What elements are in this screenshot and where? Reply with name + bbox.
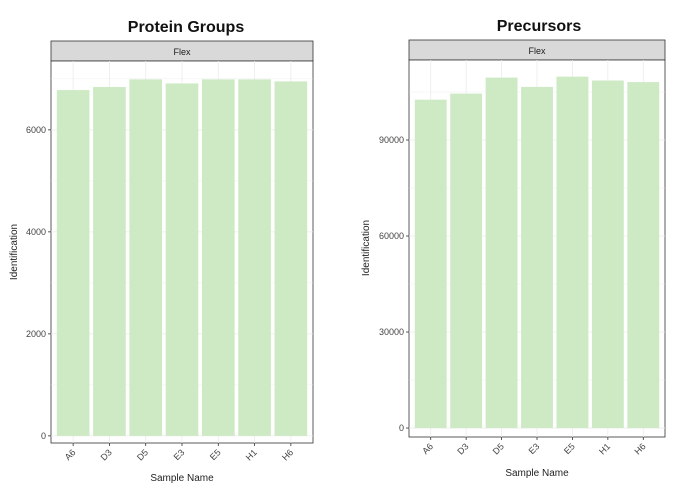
x-tick-label: H6 [280,447,295,462]
facet-label: Flex [173,47,191,57]
x-tick-label: E3 [527,441,542,456]
y-axis-title: Identification [9,224,20,280]
x-axis-title: Sample Name [150,473,214,484]
bar-D3 [450,93,483,429]
bars [56,79,308,436]
protein-groups-chart: Protein Groups Flex 0 2000 4000 6000 A6 D3 D5… [9,19,314,484]
bar-D5 [485,77,518,429]
bar-D3 [93,87,126,436]
bar-A6 [56,90,90,436]
x-axis: A6 D3 D5 E3 E5 H1 H6 [63,443,295,463]
x-tick-label: D5 [135,447,150,462]
y-tick-label: 30000 [379,327,404,337]
bar-E3 [521,86,553,429]
x-axis-title: Sample Name [505,468,569,479]
y-tick-label: 4000 [26,227,46,237]
x-tick-label: H6 [632,441,647,456]
bar-A6 [414,99,447,429]
facet-label: Flex [528,46,546,56]
x-tick-label: E5 [562,441,577,456]
y-tick-label: 6000 [26,125,46,135]
y-axis-title: Identification [361,220,372,276]
x-tick-label: E3 [172,447,187,462]
chart-title: Protein Groups [128,19,245,36]
x-tick-label: D3 [99,447,114,462]
bar-H1 [591,80,624,429]
y-tick-label: 0 [399,423,404,433]
bars [414,76,660,429]
x-axis: A6 D3 D5 E3 E5 H1 H6 [420,437,648,457]
x-tick-label: A6 [420,441,435,456]
chart-title: Precursors [497,18,582,35]
bar-E3 [165,83,199,436]
x-tick-label: A6 [63,447,78,462]
y-axis: 0 30000 60000 90000 [379,135,409,433]
precursors-chart: Precursors Flex 0 30000 60000 90000 A6 D3 D5 E… [361,18,666,479]
x-tick-label: D5 [491,441,506,456]
y-tick-label: 60000 [379,231,404,241]
x-tick-label: D3 [455,441,470,456]
y-tick-label: 2000 [26,329,46,339]
x-tick-label: H1 [597,441,612,456]
bar-H1 [238,79,271,436]
bar-E5 [201,79,235,436]
y-tick-label: 90000 [379,135,404,145]
x-tick-label: E5 [208,447,223,462]
bar-H6 [627,82,660,429]
bar-H6 [274,81,308,436]
y-tick-label: 0 [41,431,46,441]
x-tick-label: H1 [244,447,259,462]
bar-D5 [129,79,163,436]
bar-E5 [556,76,589,429]
y-axis: 0 2000 4000 6000 [26,125,51,441]
